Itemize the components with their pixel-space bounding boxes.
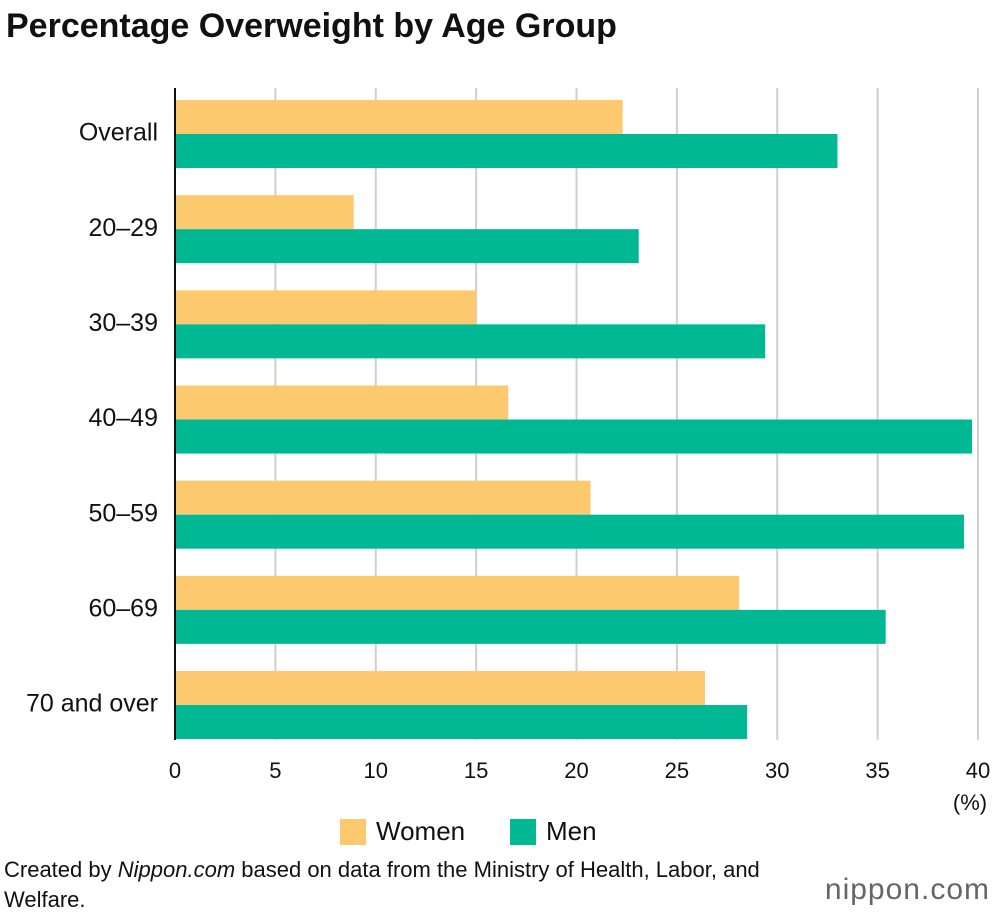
legend-label: Men — [546, 816, 597, 846]
y-tick-label: 70 and over — [26, 690, 158, 718]
y-tick-label: 40–49 — [88, 404, 158, 432]
bar — [175, 324, 766, 359]
legend-swatch — [340, 819, 366, 845]
x-tick-label: 10 — [364, 758, 388, 783]
bar — [175, 385, 509, 420]
y-tick-label: Overall — [79, 119, 158, 147]
bar — [175, 195, 354, 230]
x-tick-label: 40 — [966, 758, 990, 783]
x-unit: (%) — [953, 790, 987, 815]
source-prefix: Created by — [4, 857, 112, 882]
logo: nippon.com — [824, 873, 990, 906]
bar — [175, 134, 838, 168]
bar — [175, 575, 740, 610]
legend-label: Women — [376, 816, 465, 846]
x-tick-label: 35 — [865, 758, 889, 783]
y-tick-label: 30–39 — [88, 309, 158, 337]
bar — [175, 514, 964, 549]
bar — [175, 229, 639, 264]
bar — [175, 671, 705, 706]
x-tick-label: 15 — [464, 758, 488, 783]
bar — [175, 100, 623, 134]
bar — [175, 419, 972, 454]
x-tick-label: 30 — [765, 758, 789, 783]
bar — [175, 705, 748, 740]
source: Created by Nippon.com based on data from… — [4, 855, 764, 915]
source-rest: based on data from the Ministry of Healt… — [4, 857, 760, 912]
legend-swatch — [510, 819, 536, 845]
x-tick-label: 20 — [564, 758, 588, 783]
bar — [175, 290, 477, 325]
bar — [175, 609, 886, 644]
chart-title: Percentage Overweight by Age Group — [6, 7, 617, 45]
x-tick-label: 25 — [665, 758, 689, 783]
y-tick-label: 20–29 — [88, 214, 158, 242]
source-italic: Nippon.com — [117, 857, 236, 882]
x-tick-label: 0 — [169, 758, 181, 783]
x-tick-label: 5 — [269, 758, 281, 783]
y-tick-label: 60–69 — [88, 594, 158, 622]
y-tick-label: 50–59 — [88, 499, 158, 527]
bar — [175, 480, 591, 515]
